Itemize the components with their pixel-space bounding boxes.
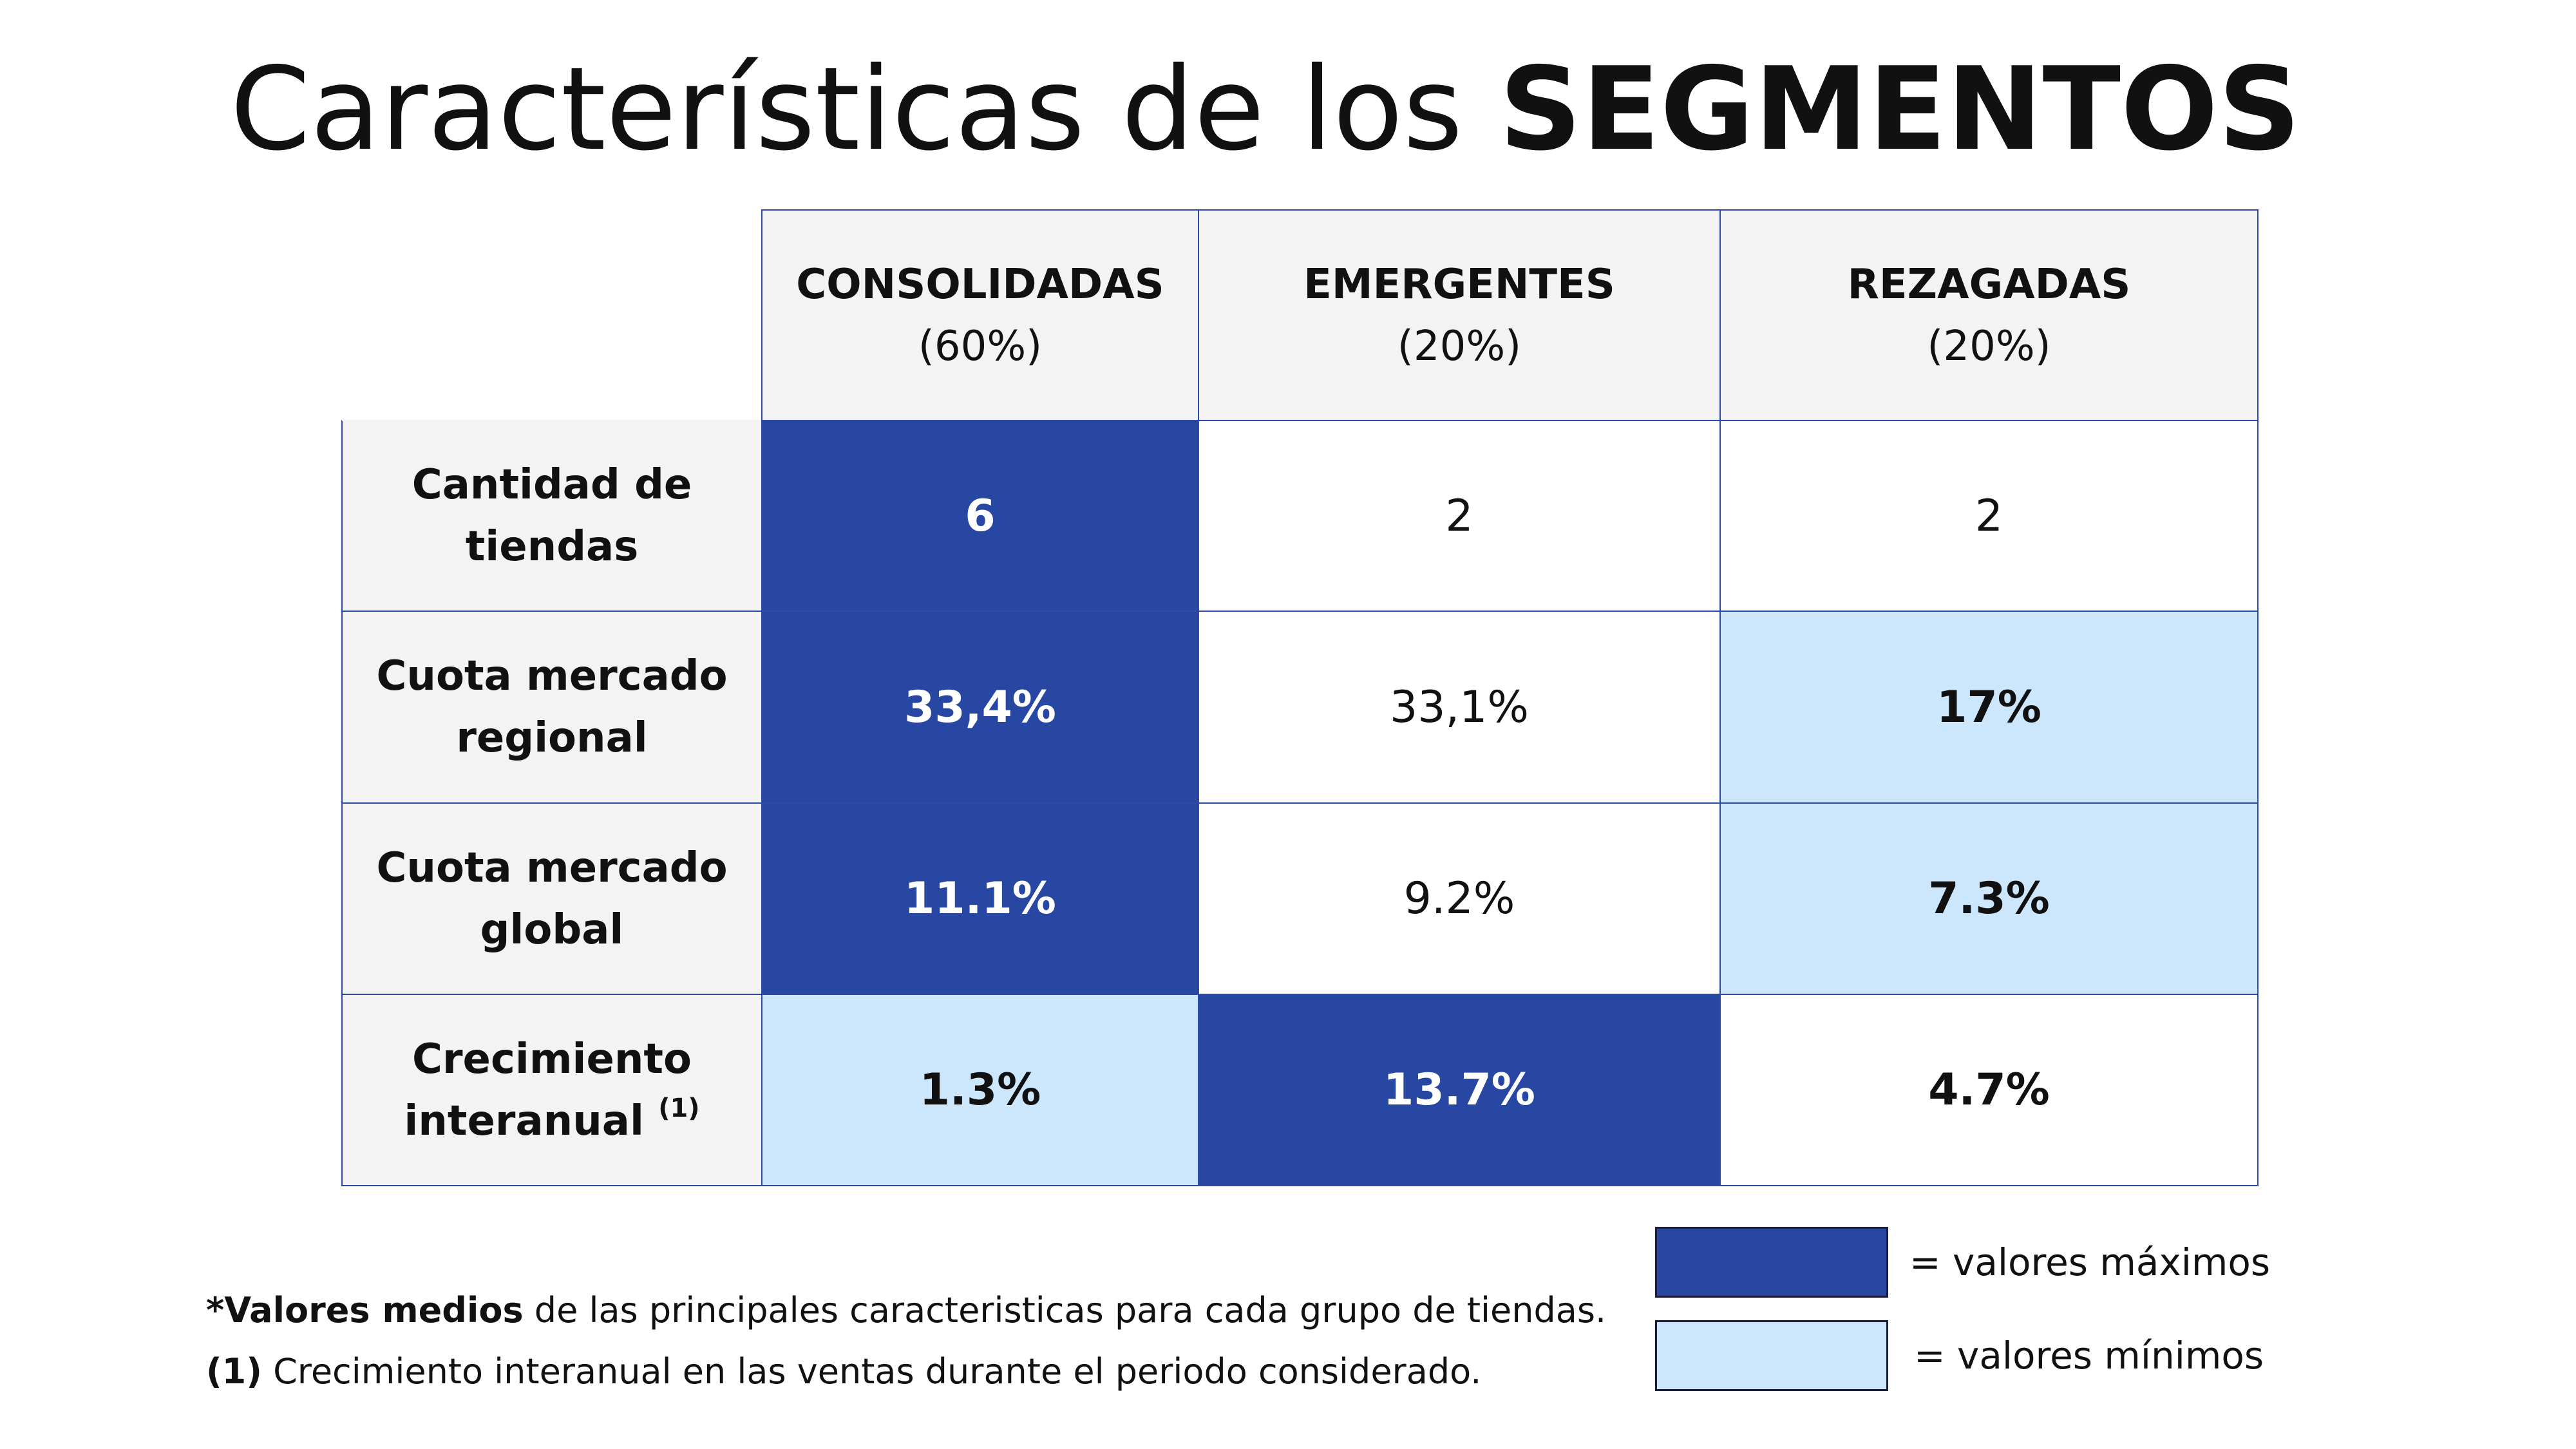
value-cell-1-2: 17%: [1719, 611, 2259, 804]
column-header-name: REZAGADAS: [1847, 260, 2131, 308]
row-label-2: Cuota mercado global: [341, 802, 762, 995]
row-label-text: Cuota mercado regional: [362, 645, 742, 769]
row-label-0: Cantidad de tiendas: [341, 420, 762, 612]
value-cell-3-2: 4.7%: [1719, 994, 2259, 1186]
value-cell-2-0: 11.1%: [761, 802, 1199, 995]
value-text: 6: [965, 490, 996, 542]
value-text: 7.3%: [1928, 873, 2050, 924]
footnote-values-text: de las principales caracteristicas para …: [523, 1290, 1607, 1331]
column-header-share: (20%): [1927, 322, 2051, 370]
value-cell-0-1: 2: [1198, 420, 1721, 612]
value-text: 13.7%: [1383, 1065, 1535, 1115]
value-text: 2: [1445, 490, 1473, 542]
footnote-values-bold: *Valores medios: [206, 1290, 524, 1331]
footnote-growth: (1) Crecimiento interanual en las ventas…: [206, 1346, 1481, 1397]
column-header-share: (20%): [1397, 322, 1522, 370]
row-label-name: Cuota mercado global: [376, 844, 728, 954]
row-label-name: Cuota mercado regional: [376, 652, 728, 762]
footnote-growth-text: Crecimiento interanual en las ventas dur…: [261, 1351, 1482, 1392]
legend-min-swatch: [1655, 1320, 1888, 1391]
column-header-0: CONSOLIDADAS (60%): [761, 209, 1199, 421]
value-text: 17%: [1937, 681, 2041, 733]
row-label-text: Cuota mercado global: [362, 837, 742, 961]
value-cell-3-0: 1.3%: [761, 994, 1199, 1186]
legend-max-label: = valores máximos: [1909, 1240, 2271, 1284]
page-title: Características de los SEGMENTOS: [0, 45, 2531, 174]
title-regular: Características de los: [230, 43, 1499, 176]
value-text: 33,1%: [1389, 681, 1530, 733]
legend-min-label: = valores mínimos: [1914, 1334, 2264, 1378]
row-label-name: Cantidad de tiendas: [412, 461, 692, 571]
value-text: 4.7%: [1928, 1065, 2050, 1115]
value-cell-0-2: 2: [1719, 420, 2259, 612]
value-cell-1-1: 33,1%: [1198, 611, 1721, 804]
column-header-share: (60%): [918, 322, 1043, 370]
column-header-2: REZAGADAS (20%): [1719, 209, 2259, 421]
value-cell-1-0: 33,4%: [761, 611, 1199, 804]
value-text: 33,4%: [904, 681, 1056, 733]
footnote-values: *Valores medios de las principales carac…: [206, 1285, 1606, 1336]
row-label-text: Cantidad de tiendas: [362, 454, 742, 578]
row-label-3: Crecimiento interanual (1): [341, 994, 762, 1186]
value-cell-3-1: 13.7%: [1198, 994, 1721, 1186]
value-cell-2-2: 7.3%: [1719, 802, 2259, 995]
row-label-text: Crecimiento interanual (1): [362, 1028, 742, 1152]
footnote-growth-bold: (1): [206, 1351, 262, 1392]
row-label-1: Cuota mercado regional: [341, 611, 762, 804]
row-label-name: Crecimiento interanual: [404, 1035, 692, 1145]
column-header-1: EMERGENTES (20%): [1198, 209, 1721, 421]
value-text: 9.2%: [1403, 873, 1515, 924]
column-header-name: CONSOLIDADAS: [796, 260, 1164, 308]
legend-max-swatch: [1655, 1227, 1888, 1298]
title-bold: SEGMENTOS: [1499, 43, 2301, 176]
column-header-name: EMERGENTES: [1303, 260, 1615, 308]
superscript: (1): [658, 1094, 699, 1123]
value-text: 1.3%: [919, 1065, 1041, 1115]
row-label-sup: (1): [658, 1093, 700, 1123]
value-cell-0-0: 6: [761, 420, 1199, 612]
value-text: 2: [1975, 490, 2003, 542]
value-cell-2-1: 9.2%: [1198, 802, 1721, 995]
value-text: 11.1%: [904, 873, 1056, 924]
